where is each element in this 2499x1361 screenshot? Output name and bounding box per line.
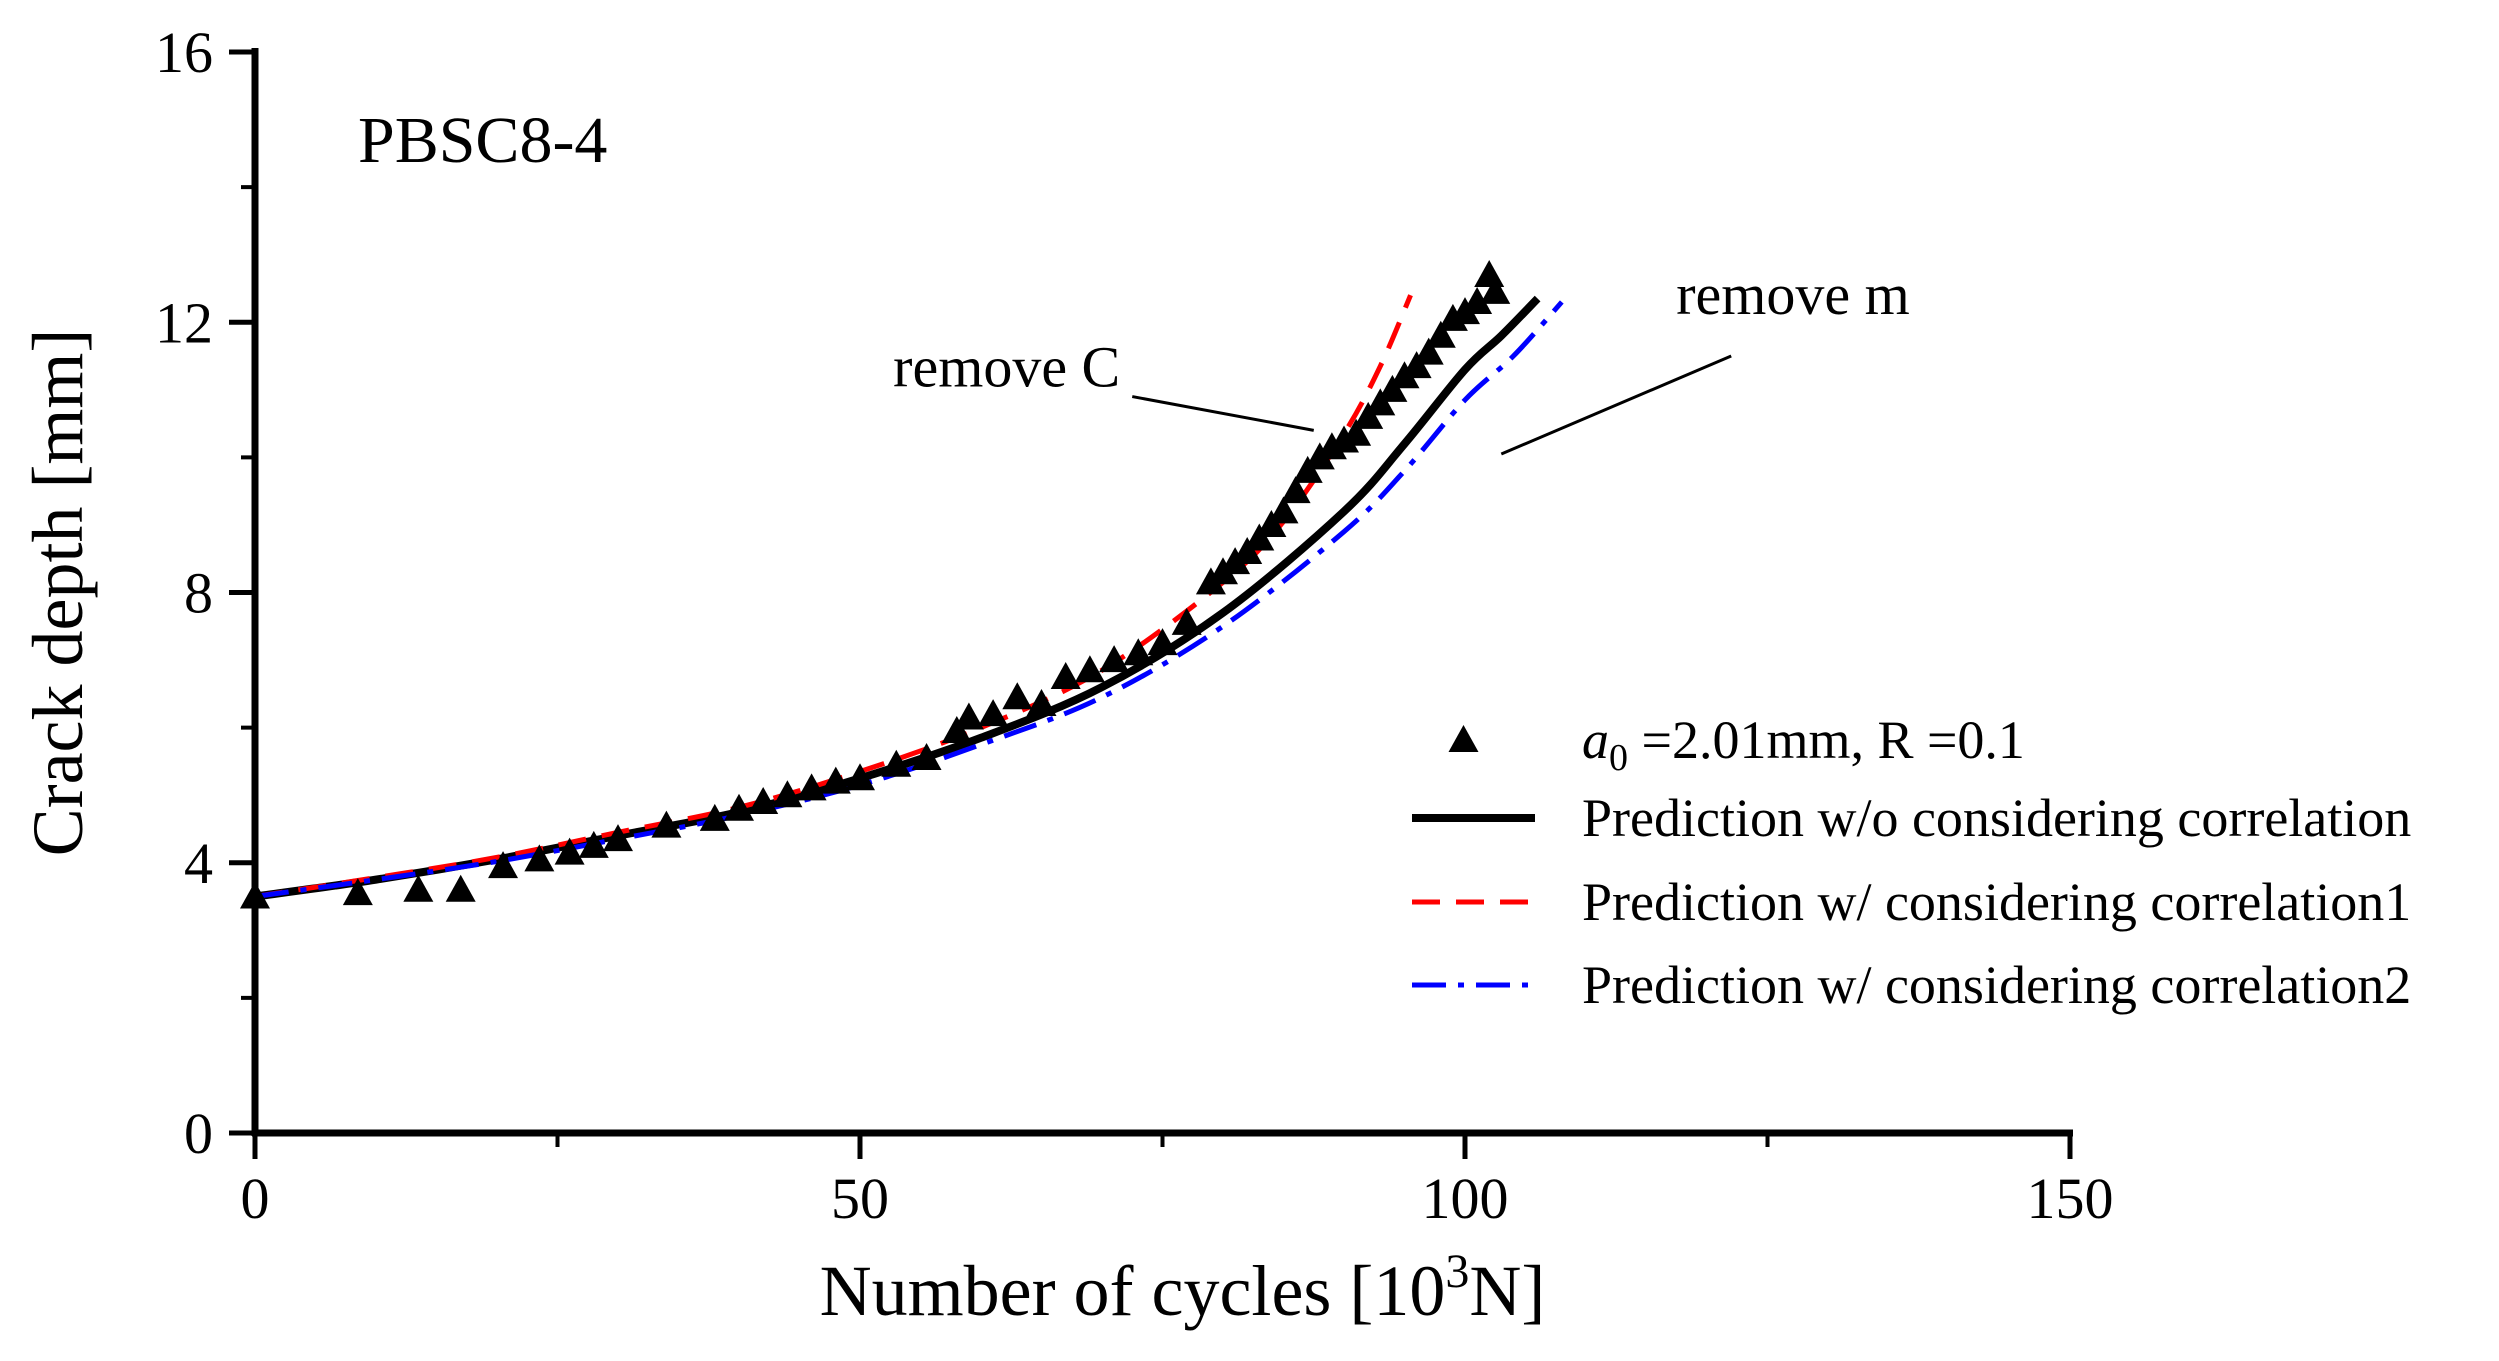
panel-label: PBSC8-4 xyxy=(358,104,607,177)
y-tick-label: 12 xyxy=(155,290,213,355)
annotation-label: remove m xyxy=(1676,262,1910,327)
annotation-pointer xyxy=(1131,395,1315,432)
data-point xyxy=(845,763,875,791)
data-point xyxy=(1099,645,1130,673)
data-point xyxy=(941,716,972,744)
data-point xyxy=(881,749,912,777)
x-axis-title-end: N] xyxy=(1469,1251,1545,1331)
data-point xyxy=(1074,655,1105,683)
data-point xyxy=(342,878,373,906)
legend-label-sub: 0 xyxy=(1609,737,1628,779)
y-tick-label: 4 xyxy=(184,831,213,896)
annotations: remove C remove m xyxy=(893,262,1910,456)
data-point xyxy=(1462,286,1493,314)
data-point xyxy=(724,793,754,821)
y-tick-label: 16 xyxy=(155,20,213,85)
x-tick-label: 0 xyxy=(241,1166,270,1231)
data-point xyxy=(911,743,942,771)
annotation-pointer xyxy=(1500,354,1732,456)
legend-label-1: Prediction w/o considering correlation xyxy=(1582,788,2411,848)
data-point xyxy=(578,830,609,858)
annotation-label: remove C xyxy=(893,335,1120,400)
data-point xyxy=(1377,374,1408,402)
y-tick-label: 8 xyxy=(184,561,213,626)
legend: a0 =2.01mm, R =0.1 Prediction w/o conside… xyxy=(1412,710,2411,1015)
data-point xyxy=(1123,638,1154,666)
series-line-2 xyxy=(254,294,1413,900)
legend-label-3: Prediction w/ considering correlation2 xyxy=(1582,955,2411,1015)
axes: 0 4 8 12 16 0 50 100 150 xyxy=(155,20,2114,1231)
legend-label-italic: a xyxy=(1582,710,1609,770)
data-point xyxy=(1437,303,1468,331)
x-tick-label: 50 xyxy=(831,1166,889,1231)
data-point xyxy=(1474,259,1505,287)
legend-label-rest: =2.01mm, R =0.1 xyxy=(1628,710,2025,770)
x-tick-label: 150 xyxy=(2027,1166,2114,1231)
data-point xyxy=(1353,401,1384,429)
labels: Number of cycles [103N] Crack depth [mm] P… xyxy=(18,104,1545,1331)
data-point xyxy=(1401,351,1432,379)
data-point xyxy=(240,881,270,909)
data-point xyxy=(603,824,633,852)
data-point xyxy=(1329,425,1359,453)
x-axis-title: Number of cycles [103N] xyxy=(820,1245,1546,1331)
data-point xyxy=(1050,661,1081,689)
y-axis-title: Crack depth [mm] xyxy=(18,329,98,857)
data-point xyxy=(1365,388,1396,416)
data-point xyxy=(953,702,984,730)
data-point xyxy=(651,810,682,838)
data-point xyxy=(1002,682,1033,710)
data-point xyxy=(1244,523,1275,551)
data-point xyxy=(524,844,555,872)
data-point xyxy=(1341,418,1372,446)
data-point xyxy=(1026,688,1057,716)
data-point xyxy=(1147,628,1178,656)
data-point xyxy=(796,773,827,801)
data-point xyxy=(772,780,803,808)
data-point xyxy=(820,766,851,794)
legend-label-2: Prediction w/ considering correlation1 xyxy=(1582,872,2411,932)
data-point xyxy=(1413,337,1444,365)
data-point xyxy=(488,851,519,879)
y-tick-label: 0 xyxy=(184,1101,213,1166)
data-point xyxy=(1232,536,1263,564)
data-point xyxy=(1256,509,1287,537)
data-point xyxy=(1268,496,1299,524)
data-point xyxy=(978,699,1009,727)
data-point xyxy=(403,874,434,902)
data-point xyxy=(748,786,779,814)
x-axis-title-sup: 3 xyxy=(1445,1245,1469,1298)
data-point xyxy=(445,874,476,902)
data-point xyxy=(1280,476,1311,504)
x-axis-title-main: Number of cycles [10 xyxy=(820,1251,1446,1331)
data-point xyxy=(1316,432,1347,460)
data-point xyxy=(1171,607,1202,635)
legend-marker-0 xyxy=(1448,725,1479,752)
data-point xyxy=(554,837,585,865)
data-point xyxy=(699,803,730,831)
x-tick-label: 100 xyxy=(1422,1166,1509,1231)
data-point xyxy=(1292,455,1323,483)
legend-label-0: a0 =2.01mm, R =0.1 xyxy=(1582,710,2025,779)
data-point xyxy=(1480,276,1511,304)
data-point xyxy=(1425,320,1456,348)
series-group xyxy=(240,259,1564,909)
series-line-3 xyxy=(254,300,1564,900)
